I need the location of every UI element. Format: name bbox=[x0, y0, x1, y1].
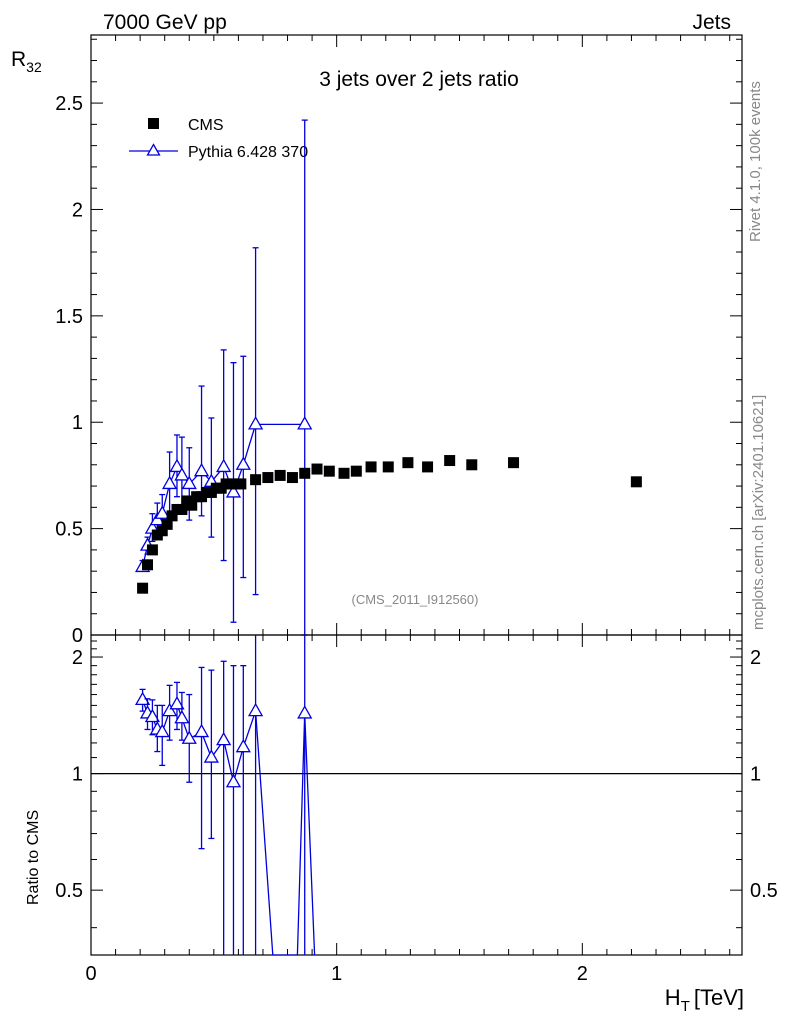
cms-point bbox=[402, 457, 414, 469]
cms-point bbox=[262, 472, 274, 484]
ratio-point bbox=[297, 705, 313, 719]
main-ylabel-main: R bbox=[11, 48, 26, 71]
cms-point bbox=[311, 463, 323, 475]
cms-point bbox=[274, 469, 286, 481]
ratio-y-tick-label-right: 1 bbox=[750, 764, 761, 786]
cms-point bbox=[382, 461, 394, 473]
chart-title: 3 jets over 2 jets ratio bbox=[319, 68, 519, 91]
mc-point bbox=[174, 467, 190, 481]
cms-point bbox=[235, 478, 247, 490]
cms-point bbox=[466, 459, 478, 471]
cms-point bbox=[142, 559, 154, 571]
x-tick-label: 1 bbox=[331, 963, 342, 985]
mc-point bbox=[181, 475, 197, 490]
x-axis-label: HT [TeV] bbox=[665, 985, 744, 1015]
ratio-y-axis: 0.5 0.5 1 1 2 2 bbox=[55, 640, 778, 929]
main-y-tick-label: 1.5 bbox=[55, 306, 83, 328]
mc-point bbox=[225, 484, 242, 498]
mc-point bbox=[154, 505, 170, 519]
legend: CMS Pythia 6.428 370 bbox=[129, 117, 308, 161]
cms-point bbox=[630, 476, 642, 488]
ratio-ylabel: Ratio to CMS bbox=[25, 810, 42, 905]
main-y-axis: 0 0.5 1 1.5 2 2.5 bbox=[55, 38, 742, 647]
ratio-point bbox=[154, 723, 170, 738]
ratio-series-line bbox=[141, 699, 316, 956]
ratio-panel-frame bbox=[90, 634, 743, 956]
cms-point bbox=[146, 544, 158, 556]
x-tick-label: 2 bbox=[577, 963, 588, 985]
cms-point bbox=[137, 582, 149, 594]
ratio-point bbox=[235, 738, 251, 753]
ratio-point bbox=[203, 749, 219, 763]
legend-mc-label: Pythia 6.428 370 bbox=[188, 144, 308, 161]
ratio-point bbox=[144, 708, 161, 723]
mc-point bbox=[247, 416, 264, 430]
cms-point bbox=[350, 465, 362, 477]
analysis-id: (CMS_2011_I912560) bbox=[352, 592, 479, 607]
cms-point bbox=[508, 457, 520, 469]
mc-point bbox=[235, 456, 251, 470]
main-ylabel: R32 bbox=[11, 48, 42, 75]
ratio-y-tick-label: 2 bbox=[72, 647, 83, 669]
ratio-data-marks bbox=[134, 635, 316, 956]
x-axis-label-sub: T bbox=[681, 998, 690, 1015]
main-x-axis-ticks bbox=[90, 35, 731, 635]
cms-point bbox=[250, 474, 262, 486]
ratio-point bbox=[216, 731, 232, 746]
process-label: 7000 GeV pp bbox=[103, 11, 227, 34]
ratio-y-tick-label-right: 2 bbox=[750, 647, 761, 669]
cms-point bbox=[422, 461, 434, 473]
main-ylabel-sub: 32 bbox=[26, 59, 42, 75]
ratio-point bbox=[247, 702, 264, 717]
main-data-marks bbox=[134, 119, 642, 636]
main-y-tick-label: 0 bbox=[72, 625, 83, 647]
ratio-point bbox=[161, 702, 178, 717]
cms-point bbox=[299, 467, 311, 479]
x-axis-label-unit: [TeV] bbox=[694, 985, 744, 1010]
mc-point bbox=[297, 416, 313, 430]
mc-point bbox=[169, 458, 185, 473]
cms-point bbox=[176, 503, 188, 515]
main-y-tick-label: 1 bbox=[72, 412, 83, 434]
ratio-point bbox=[225, 773, 242, 788]
mc-point bbox=[193, 462, 210, 477]
ratio-point bbox=[181, 730, 197, 744]
main-y-tick-label: 0.5 bbox=[55, 519, 83, 541]
ratio-point bbox=[169, 695, 185, 710]
ratio-y-tick-label: 1 bbox=[72, 764, 83, 786]
cms-point bbox=[365, 461, 377, 473]
cms-point bbox=[338, 467, 350, 479]
cms-point bbox=[186, 499, 198, 511]
ratio-point bbox=[193, 723, 210, 738]
rivet-version-label: Rivet 4.1.0, 100k events bbox=[747, 81, 764, 242]
legend-mc-marker bbox=[146, 143, 161, 156]
mc-point bbox=[161, 475, 178, 490]
ratio-point bbox=[174, 709, 190, 724]
legend-cms-label: CMS bbox=[188, 117, 224, 134]
cms-point bbox=[161, 518, 173, 530]
x-tick-label: 0 bbox=[85, 963, 96, 985]
legend-cms-marker bbox=[148, 118, 159, 129]
cms-point bbox=[166, 510, 178, 522]
mcplots-label: mcplots.cern.ch [arXiv:2401.10621] bbox=[750, 395, 767, 630]
ratio-x-axis: 0 1 2 bbox=[85, 635, 731, 985]
main-y-tick-label: 2 bbox=[72, 199, 83, 221]
ratio-y-tick-label: 0.5 bbox=[55, 880, 83, 902]
cms-point bbox=[323, 465, 335, 477]
x-axis-label-main: H bbox=[665, 985, 681, 1010]
main-y-tick-label: 2.5 bbox=[55, 93, 83, 115]
ratio-y-tick-label-right: 0.5 bbox=[750, 880, 778, 902]
mc-point bbox=[216, 458, 232, 473]
cms-point bbox=[444, 455, 456, 467]
cms-point bbox=[286, 472, 298, 484]
category-label: Jets bbox=[692, 11, 731, 34]
cms-point bbox=[156, 525, 168, 537]
